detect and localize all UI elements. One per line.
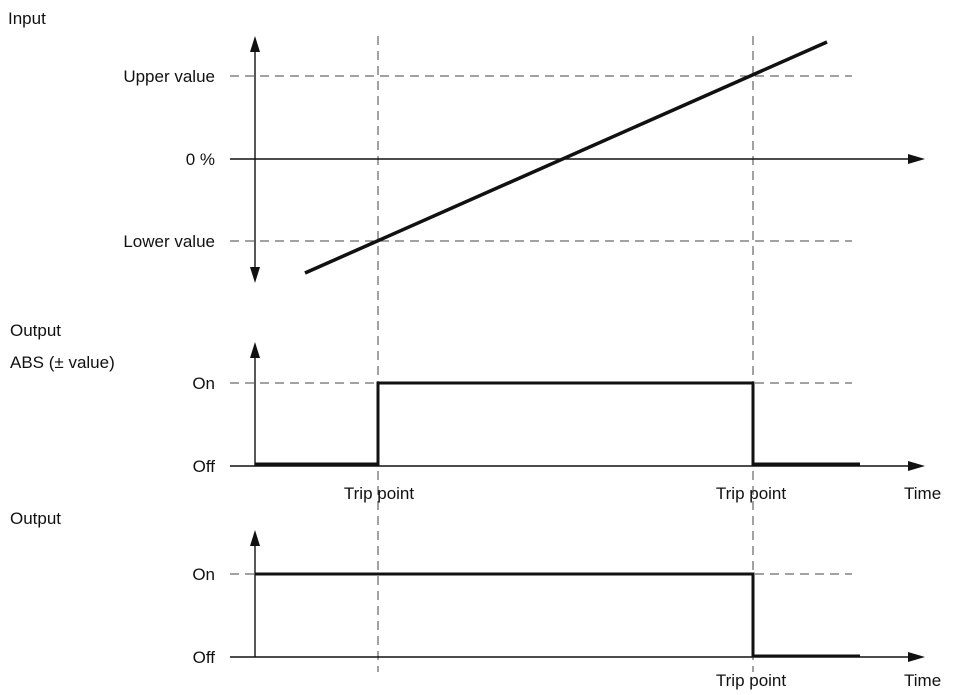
lower-value-label: Lower value <box>123 232 215 251</box>
output-title: Output <box>10 509 61 528</box>
abs-time-label: Time <box>904 484 941 503</box>
input-y-axis-arrow-up <box>250 36 260 52</box>
output-on-label: On <box>192 565 215 584</box>
abs-trip-point-label-2: Trip point <box>716 484 787 503</box>
abs-output-title: Output <box>10 321 61 340</box>
output-off-label: Off <box>193 648 216 667</box>
output-time-label: Time <box>904 671 941 690</box>
input-zero-axis-arrow <box>908 154 925 164</box>
output-trip-point-label: Trip point <box>716 671 787 690</box>
abs-trip-point-label-1: Trip point <box>344 484 415 503</box>
output-time-axis-arrow <box>908 652 925 662</box>
abs-time-axis-arrow <box>908 461 925 471</box>
abs-off-label: Off <box>193 457 216 476</box>
abs-output-subtitle: ABS (± value) <box>10 353 115 372</box>
input-ramp-signal <box>304 40 828 275</box>
abs-on-label: On <box>192 374 215 393</box>
input-panel-title: Input <box>8 9 46 28</box>
zero-percent-label: 0 % <box>186 150 215 169</box>
output-signal <box>255 572 860 658</box>
abs-output-signal <box>255 381 860 466</box>
input-y-axis-arrow-down <box>250 267 260 283</box>
abs-y-axis-arrow <box>250 342 260 358</box>
upper-value-label: Upper value <box>123 67 215 86</box>
output-y-axis-arrow <box>250 530 260 546</box>
